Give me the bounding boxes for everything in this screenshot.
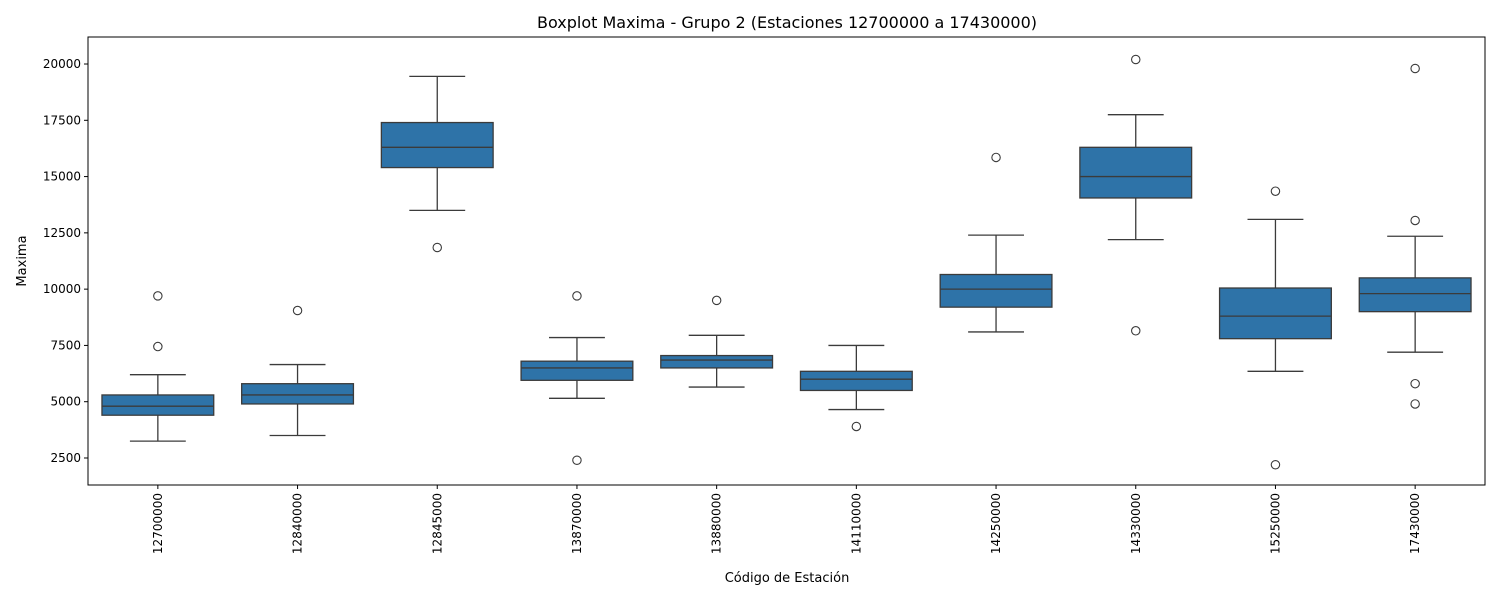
box-14330000 [1079, 54, 1193, 336]
y-tick-label: 17500 [43, 113, 81, 127]
x-tick-label: 14250000 [989, 493, 1003, 554]
outlier-point [1270, 186, 1281, 196]
outlier-point [1270, 459, 1281, 470]
iqr-box [101, 394, 215, 416]
outlier-point [572, 455, 582, 465]
iqr-box [1079, 146, 1193, 199]
outlier-point [1410, 399, 1420, 409]
plot-area [87, 36, 1486, 486]
box-14110000 [799, 344, 913, 432]
outlier-point [851, 421, 862, 432]
x-tick-label: 17430000 [1408, 493, 1422, 554]
x-tick-label: 13880000 [710, 493, 724, 554]
outlier-point [432, 242, 442, 253]
outlier-point [153, 291, 163, 301]
y-tick-label: 5000 [50, 395, 81, 409]
y-axis: 2500 5000 7500 10000 12500 15000 17500 20000 [43, 57, 88, 465]
outlier-point [711, 295, 722, 306]
iqr-box [241, 383, 355, 405]
outlier-point [1131, 326, 1141, 336]
iqr-box [799, 370, 913, 392]
x-tick-label: 15250000 [1268, 493, 1282, 554]
box-12700000 [101, 291, 215, 442]
y-tick-label: 2500 [50, 451, 81, 465]
box-14250000 [939, 152, 1053, 333]
y-tick-label: 12500 [43, 226, 81, 240]
y-tick-label: 7500 [50, 338, 81, 352]
box-17430000 [1358, 63, 1472, 409]
outlier-point [572, 291, 582, 301]
outlier-point [991, 152, 1001, 163]
iqr-box [380, 121, 494, 169]
outlier-point [153, 341, 163, 352]
outlier-point [1131, 54, 1141, 65]
y-axis-label: Maxima [15, 235, 30, 286]
outlier-point [1410, 63, 1420, 74]
box-12845000 [380, 75, 494, 253]
boxes-group [101, 54, 1472, 470]
iqr-box [939, 273, 1053, 308]
outlier-point [1410, 215, 1420, 226]
box-12840000 [241, 305, 355, 437]
x-axis-label: Código de Estación [725, 571, 850, 586]
chart-title: Boxplot Maxima - Grupo 2 (Estaciones 127… [537, 13, 1037, 32]
iqr-box [1218, 287, 1332, 340]
y-tick-label: 20000 [43, 57, 81, 71]
x-axis: 12700000 12840000 12845000 13870000 13880000… [151, 485, 1422, 554]
iqr-box [520, 360, 634, 381]
x-tick-label: 12840000 [291, 493, 305, 554]
x-tick-label: 13870000 [570, 493, 584, 554]
box-15250000 [1218, 186, 1332, 470]
x-tick-label: 14110000 [849, 493, 863, 554]
box-13870000 [520, 291, 634, 465]
x-tick-label: 14330000 [1129, 493, 1143, 554]
x-tick-label: 12845000 [430, 493, 444, 554]
box-13880000 [660, 295, 774, 388]
iqr-box [1358, 277, 1472, 313]
iqr-box [660, 354, 774, 369]
outlier-point [1410, 378, 1420, 389]
y-tick-label: 10000 [43, 282, 81, 296]
x-tick-label: 12700000 [151, 493, 165, 554]
outlier-point [292, 305, 303, 316]
y-tick-label: 15000 [43, 170, 81, 184]
